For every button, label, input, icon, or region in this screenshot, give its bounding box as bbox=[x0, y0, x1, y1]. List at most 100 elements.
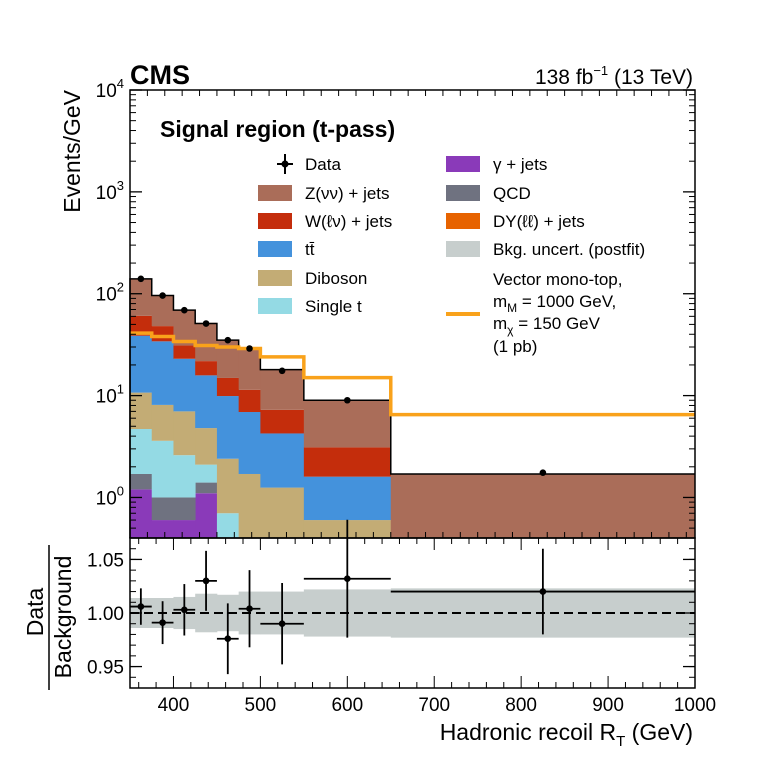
bar-w-jets-bin-2 bbox=[173, 345, 196, 359]
luminosity-label: 138 fb−1 (13 TeV) bbox=[535, 63, 693, 89]
bar--jets-bin-2 bbox=[173, 520, 196, 538]
ratio-point-8 bbox=[539, 588, 547, 595]
data-point-0 bbox=[137, 275, 145, 283]
bar--jets-bin-3 bbox=[195, 493, 218, 538]
y-tick-label-4: 104 bbox=[96, 76, 124, 102]
bar-z-jets-bin-2 bbox=[173, 310, 196, 346]
ratio-point-5 bbox=[246, 605, 253, 613]
legend-ttbar: tt̄ bbox=[258, 240, 315, 259]
bar-single-t-bin-1 bbox=[151, 440, 174, 498]
legend-bkg-uncert: Bkg. uncert. (postfit) bbox=[446, 240, 645, 259]
data-point-8 bbox=[539, 469, 547, 477]
bar-tt--bin-7 bbox=[303, 476, 392, 521]
bar-w-jets-bin-7 bbox=[303, 447, 392, 477]
svg-text:mχ = 150 GeV: mχ = 150 GeV bbox=[493, 314, 601, 337]
data-point-4 bbox=[224, 336, 232, 344]
bar-z-jets-bin-8 bbox=[390, 473, 696, 538]
ratio-frame bbox=[129, 537, 696, 689]
svg-text:Background: Background bbox=[50, 556, 76, 679]
bar--jets-bin-1 bbox=[151, 520, 174, 538]
bar-qcd-bin-2 bbox=[173, 497, 196, 521]
bar-w-jets-bin-5 bbox=[238, 389, 261, 413]
bar-tt--bin-5 bbox=[238, 412, 261, 474]
legend-gamma-jets: γ + jets bbox=[446, 155, 547, 174]
ratio-y-tick-label-0: 0.95 bbox=[87, 658, 124, 679]
legend-zvv: Z(νν) + jets bbox=[258, 184, 390, 203]
bar-z-jets-bin-1 bbox=[151, 295, 174, 327]
svg-text:mM = 1000 GeV,: mM = 1000 GeV, bbox=[493, 292, 616, 315]
data-point-2 bbox=[181, 306, 188, 314]
bar-diboson-bin-4 bbox=[216, 458, 240, 514]
bar-z-jets-bin-5 bbox=[238, 347, 261, 390]
bar-diboson-bin-5 bbox=[238, 473, 261, 538]
x-axis-label: Hadronic recoil RT (GeV) bbox=[440, 719, 693, 750]
bar-w-jets-bin-0 bbox=[130, 315, 153, 336]
bar-single-t-bin-3 bbox=[195, 464, 218, 483]
bar-z-jets-bin-6 bbox=[260, 368, 305, 410]
bar-w-jets-bin-3 bbox=[195, 361, 218, 376]
bar-diboson-bin-1 bbox=[151, 404, 174, 441]
signal-layer bbox=[130, 331, 695, 417]
svg-text:(1 pb): (1 pb) bbox=[493, 337, 537, 356]
bar-single-t-bin-0 bbox=[130, 428, 153, 474]
ratio-panel: 0.95 1.00 1.05 400 500 600 700 800 900 1000 bbox=[87, 519, 716, 716]
ratio-point-6 bbox=[278, 620, 286, 628]
bar-qcd-bin-1 bbox=[151, 497, 174, 521]
ratio-point-4 bbox=[224, 635, 232, 643]
bar-z-jets-bin-3 bbox=[195, 322, 218, 362]
x-tick-label-6: 1000 bbox=[674, 695, 716, 716]
ratio-y-tick-label-1: 1.00 bbox=[87, 604, 124, 625]
bar-w-jets-bin-1 bbox=[151, 326, 174, 342]
bar-qcd-bin-0 bbox=[130, 473, 153, 490]
ratio-point-3 bbox=[202, 577, 210, 585]
bar-single-t-bin-2 bbox=[173, 455, 196, 498]
bar-tt--bin-1 bbox=[151, 341, 174, 405]
bar--jets-bin-0 bbox=[130, 489, 153, 538]
bar-single-t-bin-4 bbox=[216, 513, 240, 538]
x-tick-label-2: 600 bbox=[331, 695, 363, 716]
bar-tt--bin-2 bbox=[173, 358, 196, 412]
data-point-3 bbox=[202, 320, 210, 327]
bar-z-jets-bin-4 bbox=[216, 340, 240, 378]
data-point-6 bbox=[278, 367, 286, 375]
bar-diboson-bin-2 bbox=[173, 411, 196, 456]
x-tick-label-5: 900 bbox=[592, 695, 624, 716]
bar-z-jets-bin-7 bbox=[303, 399, 392, 448]
data-layer bbox=[137, 275, 547, 477]
svg-text:Bkg. uncert. (postfit): Bkg. uncert. (postfit) bbox=[493, 240, 645, 259]
legend-single-t: Single t bbox=[258, 297, 362, 316]
bar-diboson-bin-6 bbox=[260, 487, 305, 538]
data-point-5 bbox=[246, 345, 253, 352]
bar-z-jets-bin-0 bbox=[130, 278, 153, 316]
data-point-1 bbox=[159, 292, 166, 299]
total-background-outline bbox=[129, 278, 695, 538]
svg-text:W(ℓν) + jets: W(ℓν) + jets bbox=[305, 212, 392, 231]
x-tick-label-4: 800 bbox=[505, 695, 537, 716]
y-tick-label-2: 102 bbox=[96, 280, 124, 306]
ratio-point-7 bbox=[344, 575, 351, 583]
bar-qcd-bin-3 bbox=[195, 482, 218, 494]
main-y-label: Events/GeV bbox=[59, 89, 85, 212]
signal-line bbox=[130, 331, 695, 417]
total-layer bbox=[129, 278, 695, 538]
data-point-7 bbox=[344, 396, 351, 404]
svg-text:Data: Data bbox=[305, 155, 341, 174]
region-label: Signal region (t-pass) bbox=[160, 116, 395, 142]
legend: Data Z(νν) + jets W(ℓν) + jets tt̄ Dibos… bbox=[258, 154, 645, 356]
main-panel: 100 101 102 103 104 bbox=[96, 76, 696, 539]
stack-layer bbox=[130, 278, 696, 538]
y-tick-label-1: 101 bbox=[96, 382, 124, 408]
legend-wlv: W(ℓν) + jets bbox=[258, 212, 392, 231]
bar-tt--bin-0 bbox=[130, 335, 153, 393]
svg-text:DY(ℓℓ) + jets: DY(ℓℓ) + jets bbox=[493, 212, 585, 231]
ratio-ticks: 0.95 1.00 1.05 400 500 600 700 800 900 1000 bbox=[87, 537, 716, 716]
y-tick-label-0: 100 bbox=[96, 483, 124, 509]
x-tick-label-3: 700 bbox=[418, 695, 450, 716]
svg-text:QCD: QCD bbox=[493, 184, 531, 203]
bar-diboson-bin-0 bbox=[130, 392, 153, 429]
legend-data: Data bbox=[277, 154, 341, 174]
legend-dy: DY(ℓℓ) + jets bbox=[446, 212, 585, 231]
bar-w-jets-bin-4 bbox=[216, 377, 240, 397]
ratio-point-2 bbox=[181, 606, 188, 614]
svg-text:Vector mono-top,: Vector mono-top, bbox=[493, 270, 622, 289]
